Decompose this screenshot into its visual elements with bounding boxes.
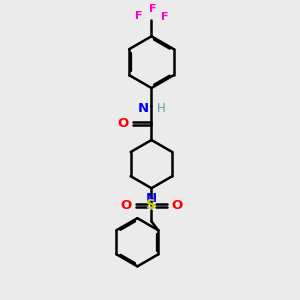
Text: N: N	[138, 102, 149, 115]
Text: F: F	[149, 4, 157, 14]
Text: S: S	[146, 198, 157, 212]
Text: O: O	[117, 117, 129, 130]
Text: O: O	[120, 199, 131, 212]
Text: O: O	[171, 199, 183, 212]
Text: F: F	[161, 12, 168, 22]
Text: N: N	[146, 192, 157, 205]
Text: H: H	[157, 102, 166, 115]
Text: F: F	[135, 11, 143, 21]
